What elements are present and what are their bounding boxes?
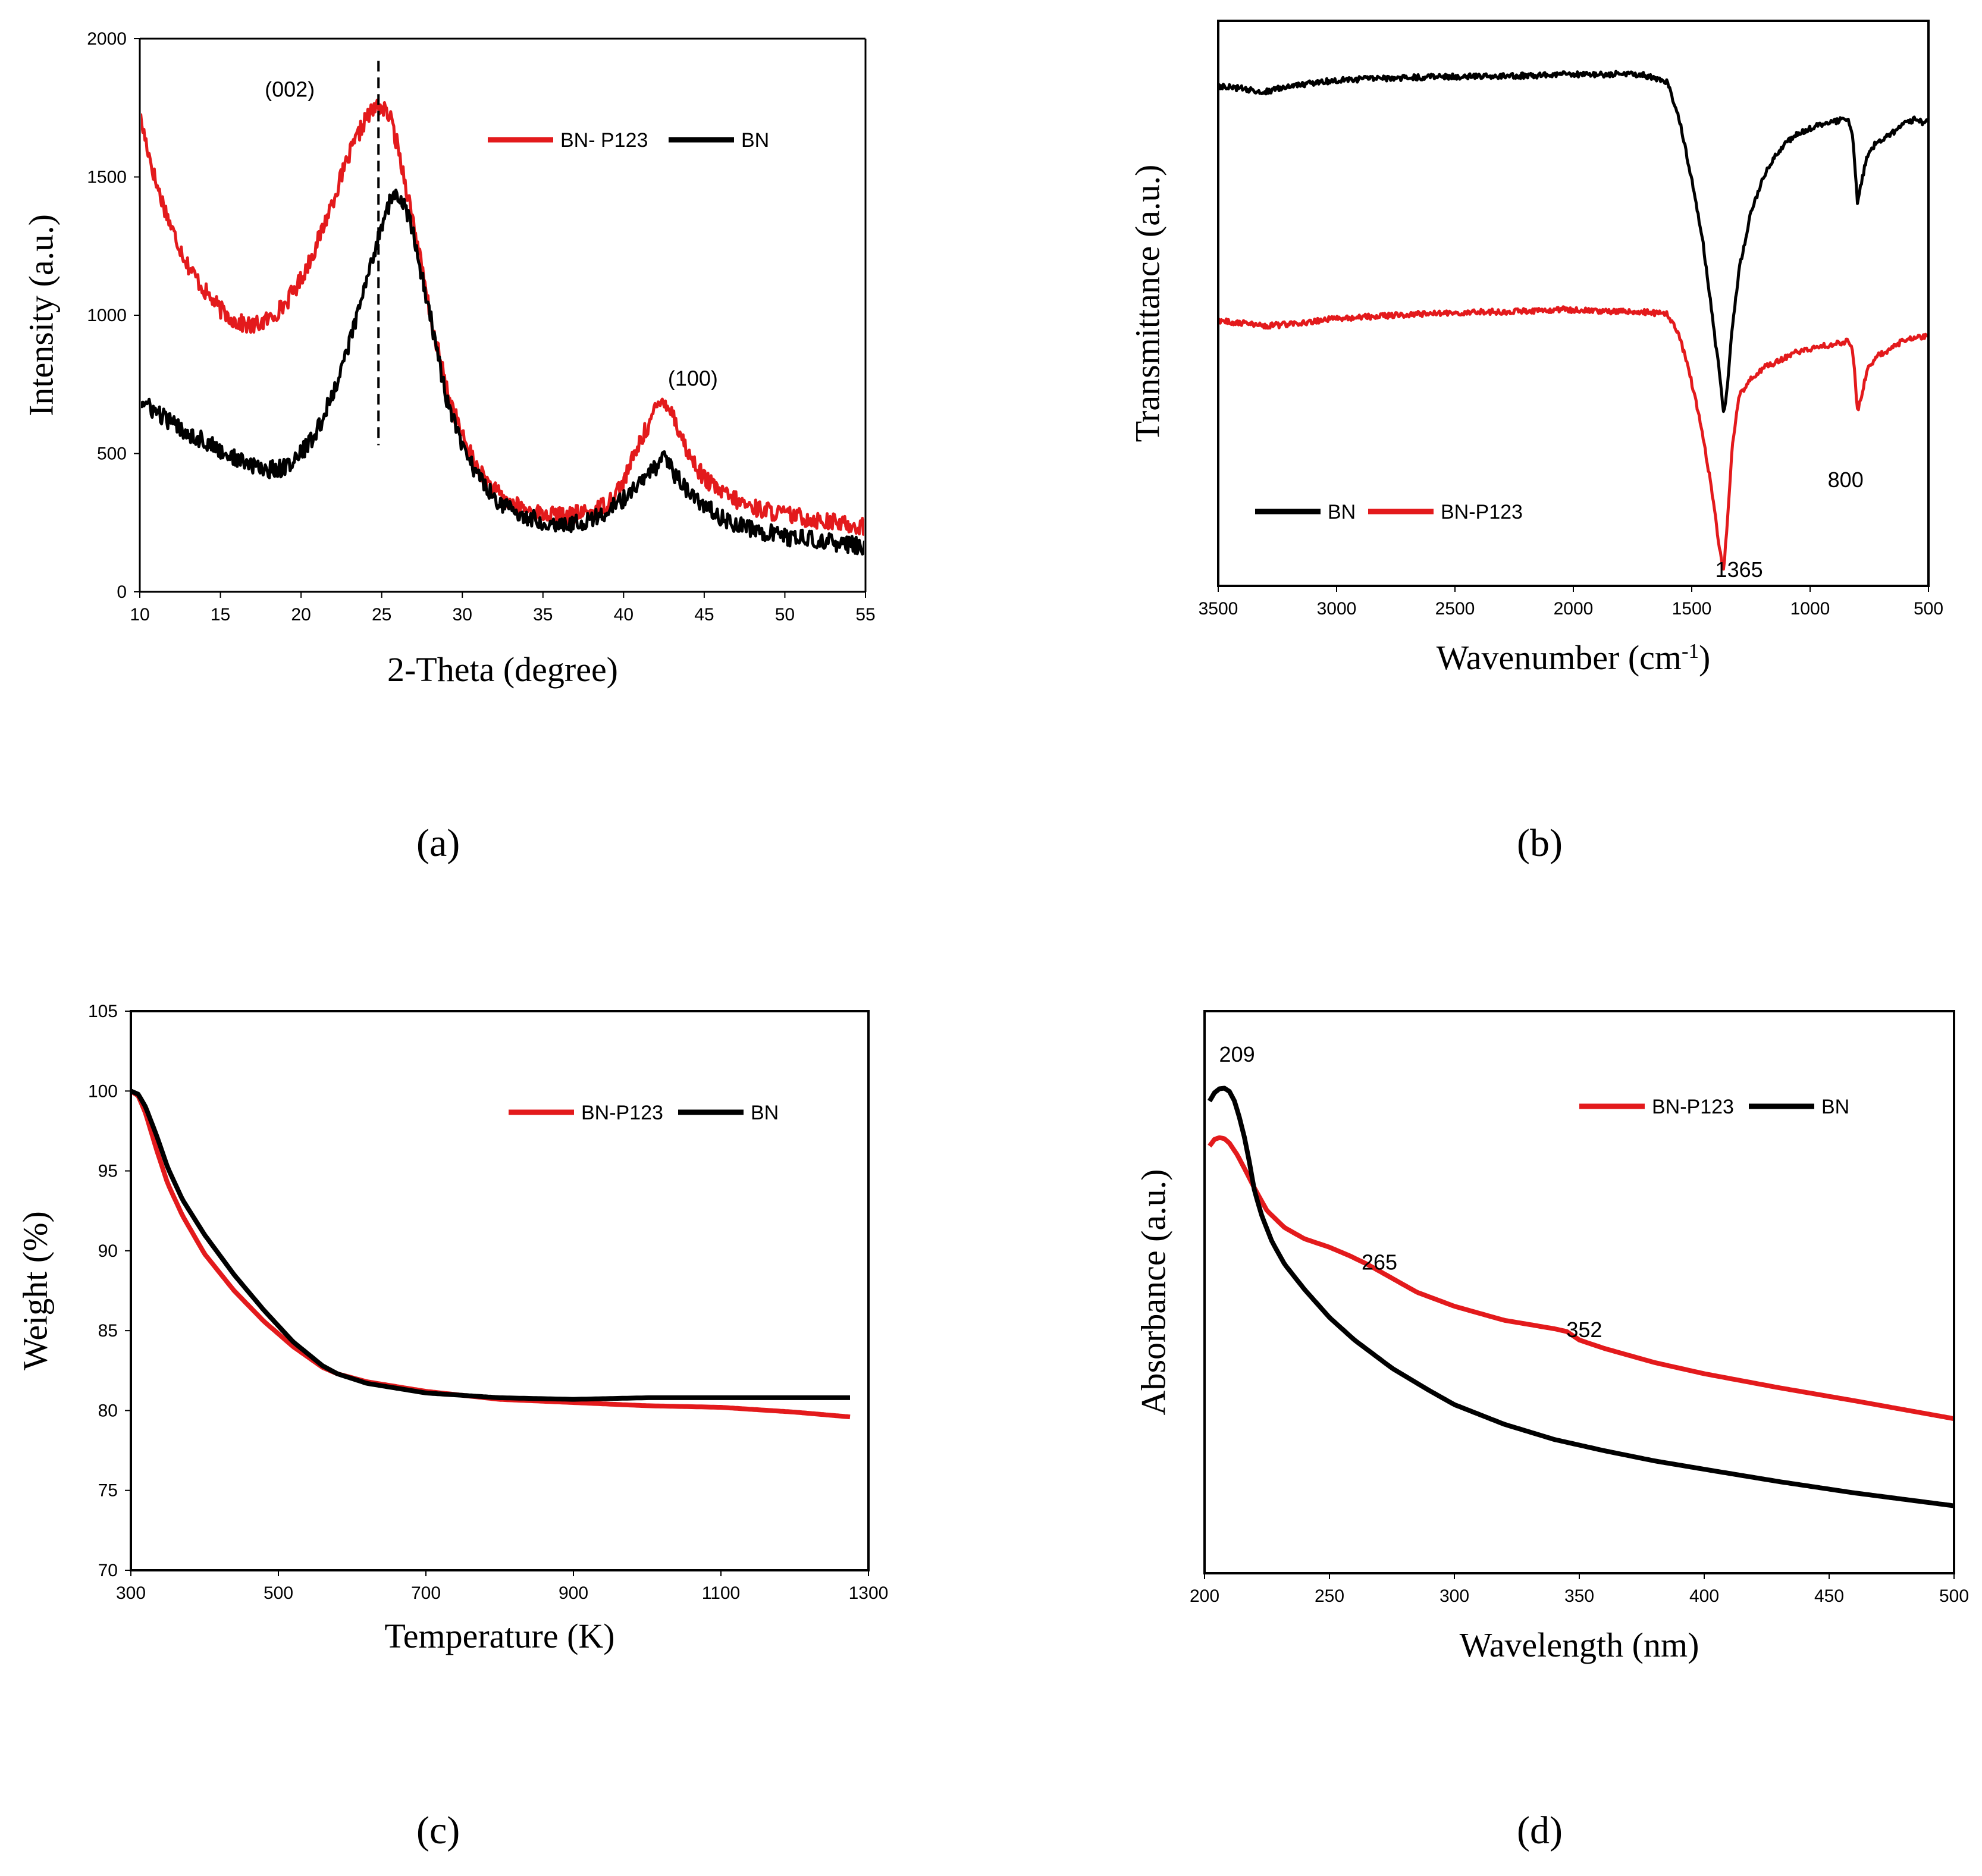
x-tick-label: 450 [1814,1586,1844,1606]
chart-c: 300 500 700 900 1100 1300 70 75 80 85 90 95 100 105 Te… [15,1002,888,1655]
x-tick-label: 400 [1689,1586,1719,1606]
legend-label: BN-P123 [1652,1096,1734,1118]
legend-label: BN-P123 [581,1102,663,1124]
annotation-label: 209 [1219,1042,1255,1066]
x-tick-label: 40 [614,605,634,625]
annotation-label: 1365 [1716,557,1763,582]
x-tick-label: 2000 [1554,599,1594,619]
y-tick-label: 90 [98,1241,118,1261]
annotation-label: (002) [265,77,315,102]
x-tick-label: 35 [533,605,553,625]
y-tick-label: 0 [117,582,127,602]
x-tick-label: 500 [1939,1586,1969,1606]
legend: BN-P123 BN [509,1102,779,1124]
x-tick-label: 50 [775,605,795,625]
annotation-label: 265 [1362,1250,1397,1275]
x-tick-label: 45 [694,605,714,625]
x-tick-label: 10 [130,605,149,625]
series-line-bn-p123 [1208,1135,1953,1421]
legend-label: BN [751,1102,779,1124]
x-tick-label: 900 [559,1583,588,1603]
panel-label-d: (d) [1517,1809,1563,1852]
x-tick-label: 3000 [1317,599,1357,619]
annotation-label: 800 [1828,468,1864,492]
y-axis-label: Intensity (a.u.) [21,214,60,416]
x-tick-label: 1100 [702,1583,741,1603]
legend-label: BN-P123 [1441,501,1523,523]
x-tick-label: 300 [1440,1586,1469,1606]
y-axis-label: Absorbance (a.u.) [1134,1169,1172,1416]
series-line-bn [141,189,864,556]
x-axis-label-superscript: -1 [1682,639,1699,663]
x-axis-label: Wavenumber (cm-1) [1437,638,1711,677]
y-tick-label: 75 [98,1481,118,1501]
x-tick-label: 500 [264,1583,293,1603]
legend-label: BN [1821,1096,1849,1118]
x-tick-label: 350 [1564,1586,1594,1606]
chart-a: 10 15 20 25 30 35 40 45 50 55 0 500 1000 1500 2000 2-Th… [21,29,875,689]
y-tick-label: 70 [98,1561,118,1580]
x-axis-label: 2-Theta (degree) [387,650,618,689]
x-tick-label: 700 [411,1583,441,1603]
x-tick-label: 300 [116,1583,146,1603]
annotation-label: 352 [1566,1317,1602,1342]
series-line-bn [132,1088,850,1402]
y-axis-label: Transmittance (a.u.) [1128,165,1166,443]
chart-b: 3500 3000 2500 2000 1500 1000 500 Wavenumber (c… [1128,20,1943,677]
x-tick-label: 1000 [1790,599,1830,619]
annotation-label: (100) [668,366,718,391]
panel-label-b: (b) [1517,821,1563,865]
series-line-bn-p123 [1219,305,1927,571]
y-tick-label: 2000 [87,29,127,49]
x-tick-label: 25 [372,605,391,625]
panel-label-a: (a) [416,821,460,865]
chart-d: 200 250 300 350 400 450 500 Wavelength (nm) Abso… [1134,1010,1969,1664]
legend-label: BN- P123 [560,129,648,152]
y-tick-label: 1500 [87,168,127,187]
x-tick-label: 500 [1914,599,1943,619]
legend: BN BN-P123 [1255,501,1523,523]
y-tick-label: 105 [88,1002,118,1021]
x-tick-label: 30 [453,605,472,625]
x-tick-label: 250 [1315,1586,1344,1606]
series-line-bn [1207,1086,1953,1508]
x-axis-label: Temperature (K) [384,1617,614,1655]
x-tick-label: 1300 [849,1583,889,1603]
y-axis-label: Weight (%) [15,1211,54,1370]
y-tick-label: 95 [98,1162,118,1181]
x-tick-label: 200 [1190,1586,1219,1606]
x-tick-label: 55 [855,605,875,625]
y-tick-label: 100 [88,1081,118,1101]
legend: BN-P123 BN [1579,1096,1849,1118]
x-tick-label: 3500 [1199,599,1238,619]
x-axis-label-close: ) [1699,638,1710,677]
legend-label: BN [1328,501,1356,523]
x-tick-label: 2500 [1435,599,1475,619]
x-tick-label: 1500 [1672,599,1712,619]
x-tick-label: 20 [291,605,311,625]
legend: BN- P123 BN [488,129,769,152]
series-line-bn-p123 [132,1088,851,1420]
y-tick-label: 1000 [87,306,127,325]
legend-label: BN [741,129,769,152]
y-tick-label: 80 [98,1401,118,1420]
series-line-bn [1219,70,1927,413]
plot-frame [1217,20,1930,587]
x-tick-label: 15 [211,605,230,625]
plot-frame [130,1010,870,1571]
panel-label-c: (c) [416,1809,460,1852]
y-tick-label: 500 [97,444,127,464]
y-tick-label: 85 [98,1321,118,1341]
x-axis-label: Wavelength (nm) [1460,1626,1699,1664]
